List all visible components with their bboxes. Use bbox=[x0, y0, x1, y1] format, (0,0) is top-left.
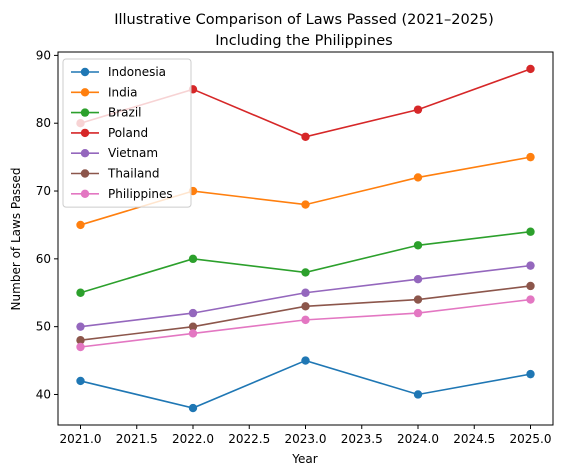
legend-marker-india bbox=[80, 88, 90, 97]
y-tick-label: 60 bbox=[36, 252, 51, 266]
legend-label-indonesia: Indonesia bbox=[108, 65, 166, 79]
legend-label-poland: Poland bbox=[108, 126, 148, 140]
legend-label-india: India bbox=[108, 85, 137, 99]
data-point-philippines bbox=[76, 342, 85, 352]
data-point-vietnam bbox=[526, 261, 535, 270]
data-point-indonesia bbox=[526, 369, 535, 379]
y-tick-label: 90 bbox=[36, 48, 51, 62]
legend-label-vietnam: Vietnam bbox=[108, 146, 158, 160]
x-tick-label: 2024.5 bbox=[453, 432, 495, 446]
legend-marker-vietnam bbox=[80, 149, 90, 158]
data-point-indonesia bbox=[188, 403, 198, 413]
x-tick-label: 2024.0 bbox=[397, 432, 439, 446]
y-tick-label: 40 bbox=[36, 387, 51, 401]
data-point-thailand bbox=[188, 322, 198, 331]
chart-title-line-1: Illustrative Comparison of Laws Passed (… bbox=[114, 12, 494, 28]
y-axis-label: Number of Laws Passed bbox=[9, 168, 23, 311]
chart-title-line-2: Including the Philippines bbox=[215, 33, 392, 49]
data-point-india bbox=[413, 173, 423, 182]
legend-box bbox=[62, 58, 192, 208]
data-point-india bbox=[301, 200, 310, 209]
x-axis-label: Year bbox=[291, 452, 317, 466]
legend-label-brazil: Brazil bbox=[108, 106, 142, 120]
legend: Indonesia India Brazil Poland Vietnam Thailan… bbox=[62, 58, 192, 208]
data-point-philippines bbox=[188, 329, 198, 338]
data-point-thailand bbox=[76, 336, 85, 345]
y-tick-label: 70 bbox=[36, 184, 51, 198]
legend-marker-poland bbox=[80, 128, 90, 138]
x-tick-label: 2022.5 bbox=[228, 432, 270, 446]
x-tick-label: 2025.0 bbox=[510, 432, 552, 446]
data-point-india bbox=[76, 220, 85, 230]
x-tick-label: 2021.5 bbox=[116, 432, 158, 446]
data-point-brazil bbox=[76, 288, 85, 297]
data-point-vietnam bbox=[413, 274, 423, 284]
legend-marker-thailand bbox=[80, 169, 90, 178]
legend-label-philippines: Philippines bbox=[108, 187, 173, 201]
legend-marker-brazil bbox=[80, 108, 90, 117]
data-point-indonesia bbox=[301, 356, 310, 365]
legend-marker-indonesia bbox=[80, 67, 90, 77]
data-point-poland bbox=[526, 64, 535, 74]
data-point-brazil bbox=[413, 241, 423, 250]
y-axis-ticks: 40 50 60 70 80 90 bbox=[36, 48, 58, 401]
data-point-indonesia bbox=[76, 376, 85, 386]
data-point-brazil bbox=[301, 268, 310, 277]
data-point-philippines bbox=[413, 308, 423, 318]
data-point-thailand bbox=[413, 295, 423, 304]
y-tick-label: 50 bbox=[36, 320, 51, 334]
data-point-thailand bbox=[301, 302, 310, 311]
x-tick-label: 2022.0 bbox=[172, 432, 214, 446]
x-tick-label: 2023.0 bbox=[285, 432, 327, 446]
data-point-india bbox=[526, 152, 535, 162]
x-tick-label: 2023.5 bbox=[341, 432, 383, 446]
data-point-poland bbox=[413, 105, 423, 114]
series-line-brazil bbox=[80, 230, 531, 294]
data-point-thailand bbox=[526, 281, 535, 291]
data-point-vietnam bbox=[301, 288, 310, 297]
legend-label-thailand: Thailand bbox=[107, 167, 160, 181]
data-point-indonesia bbox=[413, 390, 423, 399]
y-tick-label: 80 bbox=[36, 116, 51, 130]
data-point-vietnam bbox=[76, 322, 85, 331]
legend-marker-philippines bbox=[80, 189, 90, 198]
data-point-vietnam bbox=[188, 308, 198, 318]
series-line-indonesia bbox=[80, 359, 531, 409]
x-tick-label: 2021.0 bbox=[60, 432, 102, 446]
x-axis-ticks: 2021.0 2021.5 2022.0 2022.5 2023.0 2023.5 2024… bbox=[60, 425, 552, 446]
data-point-philippines bbox=[301, 315, 310, 325]
data-point-poland bbox=[301, 132, 310, 141]
data-point-philippines bbox=[526, 295, 535, 304]
data-point-brazil bbox=[188, 254, 198, 264]
data-point-brazil bbox=[526, 227, 535, 236]
